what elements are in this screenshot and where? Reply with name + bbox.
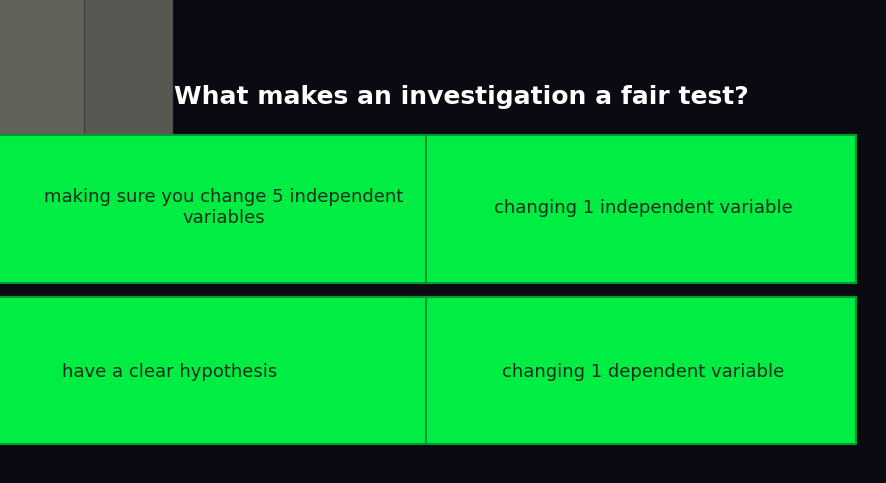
FancyBboxPatch shape — [0, 0, 173, 217]
Text: changing 1 dependent variable: changing 1 dependent variable — [501, 363, 783, 381]
FancyBboxPatch shape — [0, 0, 84, 217]
Text: changing 1 independent variable: changing 1 independent variable — [494, 199, 791, 217]
FancyBboxPatch shape — [0, 297, 425, 444]
Text: What makes an investigation a fair test?: What makes an investigation a fair test? — [174, 85, 748, 109]
FancyBboxPatch shape — [425, 297, 855, 444]
FancyBboxPatch shape — [0, 135, 425, 283]
FancyBboxPatch shape — [425, 135, 855, 283]
Text: making sure you change 5 independent
variables: making sure you change 5 independent var… — [44, 188, 403, 227]
Text: have a clear hypothesis: have a clear hypothesis — [62, 363, 277, 381]
